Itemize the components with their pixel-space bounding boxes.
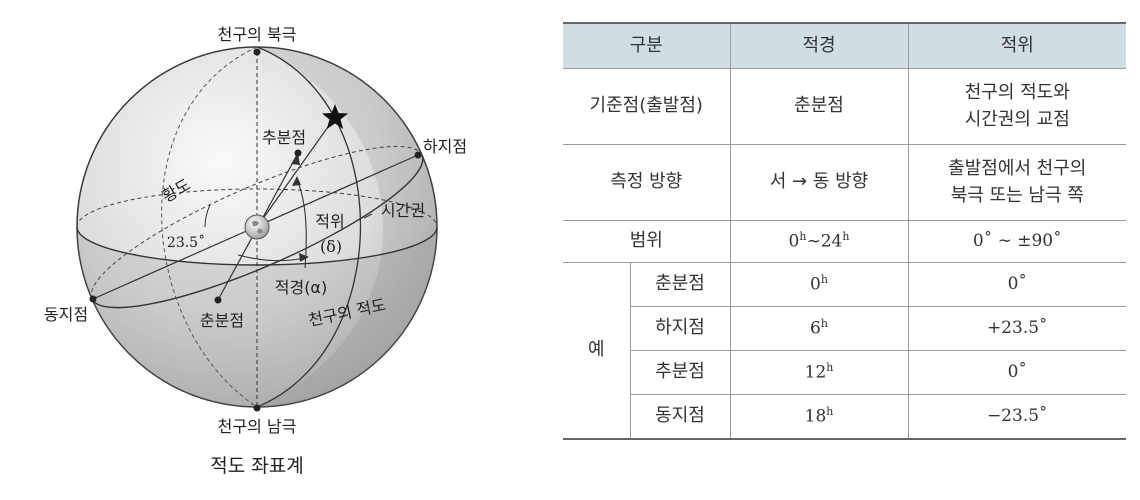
example-name: 하지점 [630,306,731,351]
declination-label: 적위 [315,212,344,231]
example-ra: 12h [729,350,909,395]
tilt-angle-label: 23.5˚ [167,234,205,251]
equator-back [76,188,438,228]
row-label: 기준점(출발점) [563,68,731,145]
example-dec: 0˚ [907,350,1126,395]
table-row: 추분점 12h 0˚ [563,350,1126,395]
example-ra: 6h [729,306,909,351]
coordinate-table-wrap: 구분 적경 적위 기준점(출발점) 춘분점 천구의 적도와 시간권의 교점 측정… [563,22,1126,440]
right-ascension-label: 적경(α) [275,278,327,297]
ecliptic-back [90,145,423,299]
example-ra: 0h [729,262,909,307]
row-ra: 서 → 동 방향 [729,144,909,221]
header-category: 구분 [563,23,731,69]
table-row: 하지점 6h +23.5˚ [563,306,1126,351]
row-dec-line: 천구의 적도와 [964,82,1070,104]
table-row: 측정 방향 서 → 동 방향 출발점에서 천구의 북극 또는 남극 쪽 [563,144,1126,221]
star-line [256,116,336,228]
table-header-row: 구분 적경 적위 [563,23,1126,69]
right-ascension-arc [237,254,306,262]
range-ra: 0h∼24h [729,220,909,263]
vernal-equinox-dot [214,296,222,304]
figure-caption: 적도 좌표계 [210,455,303,477]
row-dec: 천구의 적도와 시간권의 교점 [907,68,1126,145]
table-row: 예 춘분점 0h 0˚ [563,262,1126,439]
autumnal-equinox-label: 추분점 [262,128,306,147]
autumnal-equinox-dot [294,149,302,157]
example-label: 예 [563,262,631,439]
ecliptic-front [91,154,424,309]
north-pole-label: 천구의 북극 [218,25,297,44]
example-name: 춘분점 [629,262,731,307]
table-row: 기준점(출발점) 춘분점 천구의 적도와 시간권의 교점 [563,68,1126,145]
earth-icon [244,214,270,240]
range-dec: 0˚ ∼ ±90˚ [907,220,1126,263]
summer-solstice-label: 하지점 [423,137,467,156]
summer-solstice-dot [414,151,422,159]
north-pole-dot [253,48,261,56]
hour-circle-label: 시간권 [381,201,425,220]
hour-circle [256,46,362,408]
example-dec: −23.5˚ [907,394,1126,439]
winter-solstice-dot [89,295,97,303]
south-pole-dot [253,404,261,412]
row-dec-line: 시간권의 교점 [964,108,1070,130]
header-declination: 적위 [907,23,1126,69]
celestial-sphere-diagram: 천구의 북극 천구의 남극 추분점 하지점 동지점 춘분점 황도 시간권 천구의… [44,25,467,477]
example-ra: 18h [729,394,909,439]
row-dec: 출발점에서 천구의 북극 또는 남극 쪽 [907,144,1126,221]
example-name: 추분점 [630,350,731,395]
example-dec: +23.5˚ [907,306,1126,351]
table-row: 범위 0h∼24h 0˚ ∼ ±90˚ [563,220,1126,263]
example-name: 동지점 [630,394,731,439]
row-dec-line: 북극 또는 남극 쪽 [950,184,1084,206]
star-icon [322,104,348,129]
table-row: 동지점 18h −23.5˚ [563,394,1126,439]
south-pole-label: 천구의 남극 [218,417,297,436]
example-dec: 0˚ [907,262,1126,307]
row-dec-line: 출발점에서 천구의 [948,158,1087,180]
declination-symbol: (δ) [320,237,342,256]
row-label: 측정 방향 [563,144,731,221]
winter-solstice-label: 동지점 [44,305,88,324]
row-ra: 춘분점 [729,68,909,145]
vernal-equinox-label: 춘분점 [200,311,244,330]
equatorial-coordinate-figure: 천구의 북극 천구의 남극 추분점 하지점 동지점 춘분점 황도 시간권 천구의… [0,0,540,496]
header-right-ascension: 적경 [729,23,909,69]
row-label: 범위 [563,220,731,263]
coordinate-table: 구분 적경 적위 기준점(출발점) 춘분점 천구의 적도와 시간권의 교점 측정… [563,22,1126,440]
